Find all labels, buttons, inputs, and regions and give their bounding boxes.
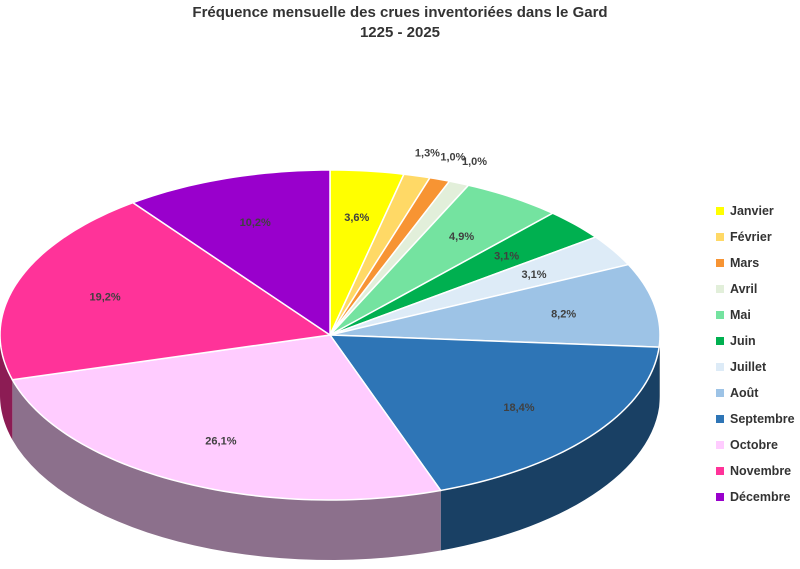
legend-label: Août xyxy=(730,386,759,400)
data-label: 3,1% xyxy=(494,251,519,263)
pie-slice-Novembre xyxy=(0,201,333,381)
pie-side-Août xyxy=(659,335,660,408)
data-label: 26,1% xyxy=(205,436,236,448)
legend-swatch xyxy=(716,493,724,501)
pie-side-Septembre xyxy=(440,347,660,551)
legend-label: Février xyxy=(730,230,772,244)
legend-label: Décembre xyxy=(730,490,791,504)
legend-swatch xyxy=(716,363,724,371)
legend-swatch xyxy=(716,285,724,293)
legend-label: Septembre xyxy=(730,412,795,426)
pie-slice-Août xyxy=(329,263,661,348)
legend-item: Mars xyxy=(716,250,795,276)
legend-swatch xyxy=(716,207,724,215)
legend-swatch xyxy=(716,389,724,397)
pie-side-Octobre xyxy=(12,379,441,560)
legend-label: Juin xyxy=(730,334,756,348)
legend-label: Mars xyxy=(730,256,760,270)
data-label: 4,9% xyxy=(449,231,474,243)
legend-item: Mai xyxy=(716,302,795,328)
legend-swatch xyxy=(716,337,724,345)
pie-slice-Septembre xyxy=(328,334,660,492)
pie-slice-Décembre xyxy=(131,169,331,337)
legend-item: Novembre xyxy=(716,458,795,484)
legend-label: Janvier xyxy=(730,204,774,218)
data-label: 3,6% xyxy=(344,212,369,224)
legend-item: Juillet xyxy=(716,354,795,380)
legend-swatch xyxy=(716,233,724,241)
data-label: 3,1% xyxy=(521,269,546,281)
legend-item: Décembre xyxy=(716,484,795,510)
data-label: 1,0% xyxy=(462,156,487,168)
legend-item: Octobre xyxy=(716,432,795,458)
legend-item: Juin xyxy=(716,328,795,354)
legend-label: Mai xyxy=(730,308,751,322)
legend-label: Octobre xyxy=(730,438,778,452)
pie-slice-Juin xyxy=(329,212,598,336)
legend: Janvier Février Mars Avril Mai Juin Juillet Aoû… xyxy=(716,198,795,510)
legend-swatch xyxy=(716,311,724,319)
pie-slice-Octobre xyxy=(11,334,443,501)
data-label: 1,0% xyxy=(440,152,465,164)
legend-swatch xyxy=(716,441,724,449)
pie-slice-Mai xyxy=(329,184,555,336)
legend-item: Février xyxy=(716,224,795,250)
chart-subtitle: 1225 - 2025 xyxy=(359,24,441,41)
data-label: 19,2% xyxy=(89,292,120,304)
chart-title: Fréquence mensuelle des crues inventorié… xyxy=(192,4,608,21)
legend-swatch xyxy=(716,467,724,475)
legend-label: Novembre xyxy=(730,464,792,478)
legend-label: Avril xyxy=(730,282,758,296)
data-label: 10,2% xyxy=(240,217,271,229)
pie-side-Novembre xyxy=(0,335,13,440)
legend-swatch xyxy=(716,259,724,267)
legend-swatch xyxy=(716,415,724,423)
legend-item: Septembre xyxy=(716,406,795,432)
legend-item: Avril xyxy=(716,276,795,302)
data-label: 18,4% xyxy=(503,402,534,414)
legend-item: Août xyxy=(716,380,795,406)
legend-label: Juillet xyxy=(730,360,767,374)
data-label: 8,2% xyxy=(551,308,576,320)
legend-item: Janvier xyxy=(716,198,795,224)
pie-slice-Juillet xyxy=(329,236,630,336)
data-label: 1,3% xyxy=(415,148,440,160)
